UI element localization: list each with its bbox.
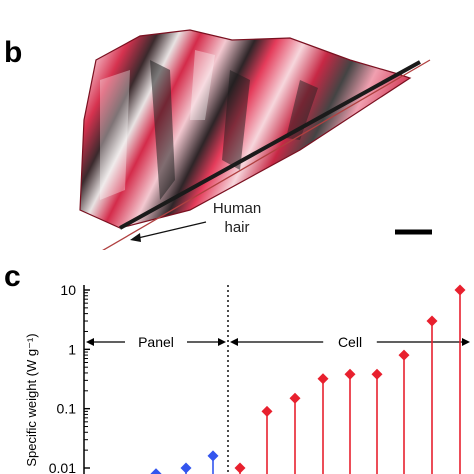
film-highlight — [100, 70, 130, 200]
region-arrowhead — [462, 338, 470, 346]
film-highlight — [190, 50, 215, 120]
region-arrowhead — [86, 338, 94, 346]
film-dark-band — [286, 80, 318, 140]
data-point — [180, 462, 192, 474]
annotation-line-1: Human — [212, 200, 262, 217]
y-tick-label: 10 — [60, 282, 76, 298]
y-tick-label: 1 — [68, 341, 76, 357]
solar-film-photo — [79, 29, 432, 250]
y-tick-label: 0.01 — [49, 460, 76, 474]
human-hair — [102, 59, 431, 250]
region-label: Panel — [138, 334, 174, 350]
data-point — [150, 468, 162, 474]
data-point — [371, 368, 383, 380]
film-edge — [119, 60, 421, 230]
panel-c-label: c — [4, 260, 21, 293]
data-point — [234, 462, 246, 474]
y-tick-label: 0.1 — [57, 401, 77, 417]
human-hair-annotation: Human hair — [202, 200, 272, 238]
data-point — [289, 392, 301, 404]
data-point — [261, 405, 273, 417]
y-axis-label: Specific weight (W g⁻¹) — [24, 333, 39, 466]
data-point — [344, 368, 356, 380]
panel-b-label: b — [4, 36, 23, 69]
film-dark-band — [222, 70, 250, 170]
data-point — [317, 373, 329, 385]
hair-arrowhead — [130, 233, 141, 242]
hair-arrow — [137, 221, 207, 239]
data-point — [398, 349, 410, 361]
data-point — [207, 450, 219, 462]
data-point — [454, 284, 466, 296]
data-point — [426, 315, 438, 327]
film-dark-band — [150, 60, 175, 200]
region-arrowhead — [230, 338, 238, 346]
region-arrowhead — [218, 338, 226, 346]
region-label: Cell — [338, 334, 362, 350]
annotation-line-2: hair — [224, 218, 250, 236]
